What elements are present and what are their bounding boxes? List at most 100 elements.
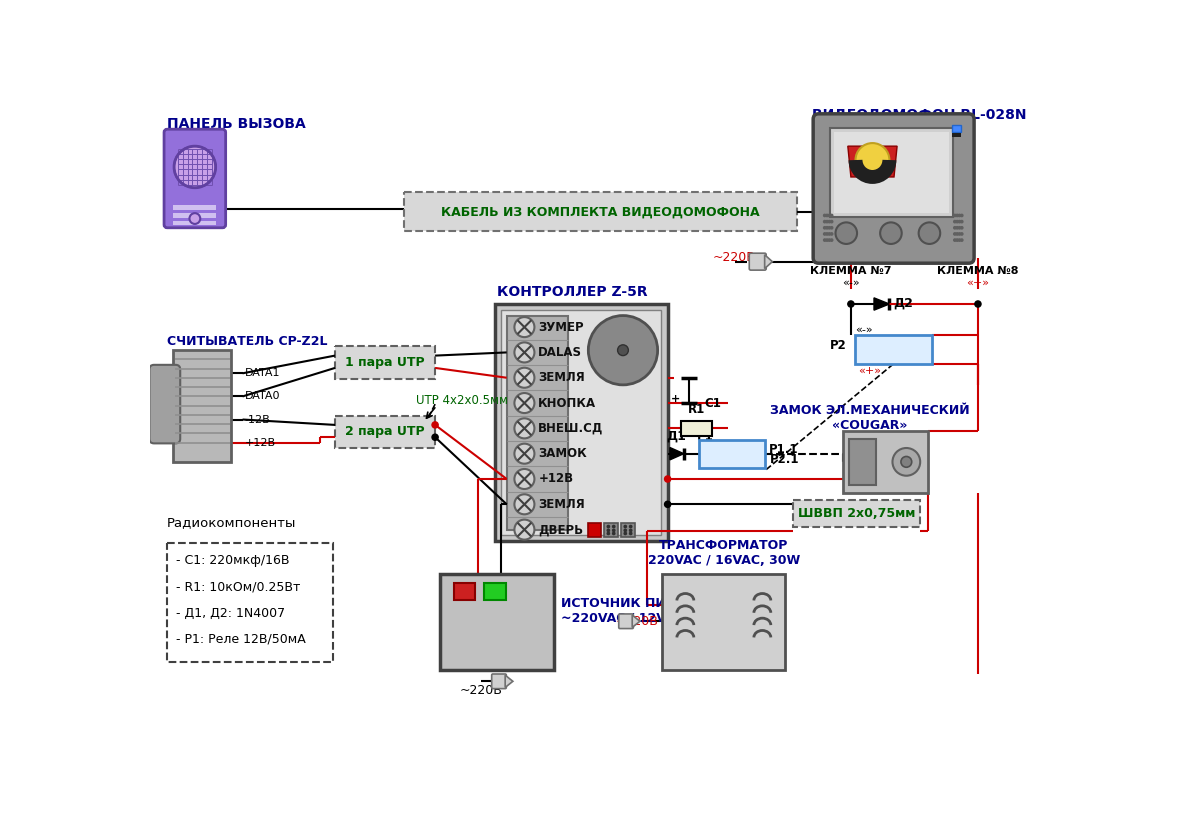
Bar <box>682 421 713 436</box>
Circle shape <box>515 469 535 489</box>
Text: P1: P1 <box>697 430 714 443</box>
Circle shape <box>613 529 615 531</box>
Text: ТРАНСФОРМАТОР
220VAC / 16VAC, 30W: ТРАНСФОРМАТОР 220VAC / 16VAC, 30W <box>648 539 800 567</box>
FancyBboxPatch shape <box>150 365 180 443</box>
Bar <box>439 573 554 670</box>
Circle shape <box>823 227 826 229</box>
Bar <box>793 501 920 526</box>
Circle shape <box>515 367 535 387</box>
Circle shape <box>954 221 957 222</box>
Circle shape <box>960 239 962 242</box>
Circle shape <box>830 232 833 235</box>
Text: C1: C1 <box>704 397 721 410</box>
Circle shape <box>629 529 631 531</box>
Text: ДВЕРЬ: ДВЕРЬ <box>538 523 583 536</box>
Text: P1.1: P1.1 <box>768 443 798 456</box>
Circle shape <box>957 232 959 235</box>
Circle shape <box>826 221 828 222</box>
Circle shape <box>624 529 627 531</box>
Circle shape <box>826 227 828 229</box>
Circle shape <box>880 222 901 244</box>
Text: ЗУМЕР: ЗУМЕР <box>538 321 584 333</box>
Circle shape <box>174 146 216 187</box>
Circle shape <box>893 448 920 476</box>
Text: ~220В: ~220В <box>616 615 659 628</box>
Circle shape <box>975 301 981 307</box>
Text: Д2: Д2 <box>893 297 913 309</box>
Bar <box>167 543 332 662</box>
Bar <box>502 310 662 535</box>
Circle shape <box>607 532 609 535</box>
Text: РЕЛЕ: РЕЛЕ <box>712 446 753 461</box>
Circle shape <box>607 526 609 527</box>
Bar <box>484 583 505 600</box>
Bar <box>952 126 961 132</box>
Circle shape <box>957 214 959 217</box>
Circle shape <box>613 526 615 527</box>
Circle shape <box>959 239 960 242</box>
Bar <box>507 316 568 530</box>
Bar <box>173 206 217 210</box>
Circle shape <box>617 345 628 356</box>
Circle shape <box>828 227 830 229</box>
Circle shape <box>960 232 962 235</box>
Bar <box>335 347 435 379</box>
Bar <box>173 350 231 461</box>
Circle shape <box>919 222 940 244</box>
Text: КНОПКА: КНОПКА <box>538 397 596 410</box>
Text: КОНТРОЛЛЕР Z-5R: КОНТРОЛЛЕР Z-5R <box>497 285 648 298</box>
Text: - С1: 220мкф/16В: - С1: 220мкф/16В <box>177 554 290 567</box>
Circle shape <box>835 222 858 244</box>
Text: ЗАМОК ЭЛ.МЕХАНИЧЕСКИЙ
«COUGAR»: ЗАМОК ЭЛ.МЕХАНИЧЕСКИЙ «COUGAR» <box>770 404 969 432</box>
Circle shape <box>515 520 535 540</box>
Circle shape <box>823 214 826 217</box>
Circle shape <box>515 494 535 514</box>
Text: ЗЕМЛЯ: ЗЕМЛЯ <box>538 372 585 384</box>
Text: ПАНЕЛЬ ВЫЗОВА: ПАНЕЛЬ ВЫЗОВА <box>167 117 306 131</box>
Circle shape <box>826 232 828 235</box>
Bar <box>834 132 949 213</box>
Circle shape <box>957 221 959 222</box>
Circle shape <box>954 232 957 235</box>
Text: Д1: Д1 <box>666 429 686 442</box>
Circle shape <box>954 227 957 229</box>
Text: ВИДЕОДОМОФОН RL-028N: ВИДЕОДОМОФОН RL-028N <box>812 107 1027 122</box>
Text: DATA1: DATA1 <box>245 368 280 378</box>
Circle shape <box>830 214 833 217</box>
Bar <box>843 431 928 492</box>
Text: - Д1, Д2: 1N4007: - Д1, Д2: 1N4007 <box>177 606 285 620</box>
Circle shape <box>830 227 833 229</box>
Bar <box>830 128 953 217</box>
Bar <box>173 221 217 226</box>
Text: P2: P2 <box>830 339 847 352</box>
Text: РЕЛЕ: РЕЛЕ <box>873 342 914 357</box>
Circle shape <box>957 239 959 242</box>
Circle shape <box>823 232 826 235</box>
Text: Радиокомпоненты: Радиокомпоненты <box>167 516 297 529</box>
Text: P2.1: P2.1 <box>770 452 800 466</box>
Bar <box>495 304 668 541</box>
Circle shape <box>613 532 615 535</box>
Circle shape <box>826 214 828 217</box>
Text: «+»: «+» <box>966 278 990 288</box>
Circle shape <box>828 214 830 217</box>
Circle shape <box>830 221 833 222</box>
Circle shape <box>515 342 535 362</box>
Polygon shape <box>670 447 683 460</box>
Bar <box>700 440 765 467</box>
Circle shape <box>901 456 912 467</box>
Circle shape <box>515 444 535 464</box>
FancyBboxPatch shape <box>491 674 507 689</box>
Text: ИСТОЧНИК ПИТАНИЯ
~220VAC / 12VDC / 500мА: ИСТОЧНИК ПИТАНИЯ ~220VAC / 12VDC / 500мА <box>562 596 744 625</box>
FancyBboxPatch shape <box>813 114 974 263</box>
Text: СЧИТЫВАТЕЛЬ CP-Z2L: СЧИТЫВАТЕЛЬ CP-Z2L <box>167 335 327 348</box>
Text: +: + <box>670 394 680 404</box>
Circle shape <box>828 221 830 222</box>
Circle shape <box>624 526 627 527</box>
Text: -12В: -12В <box>245 415 271 425</box>
Bar <box>335 416 435 448</box>
Text: - R1: 10кОм/0.25Вт: - R1: 10кОм/0.25Вт <box>177 581 300 593</box>
Circle shape <box>954 239 957 242</box>
Circle shape <box>954 214 957 217</box>
Circle shape <box>960 227 962 229</box>
